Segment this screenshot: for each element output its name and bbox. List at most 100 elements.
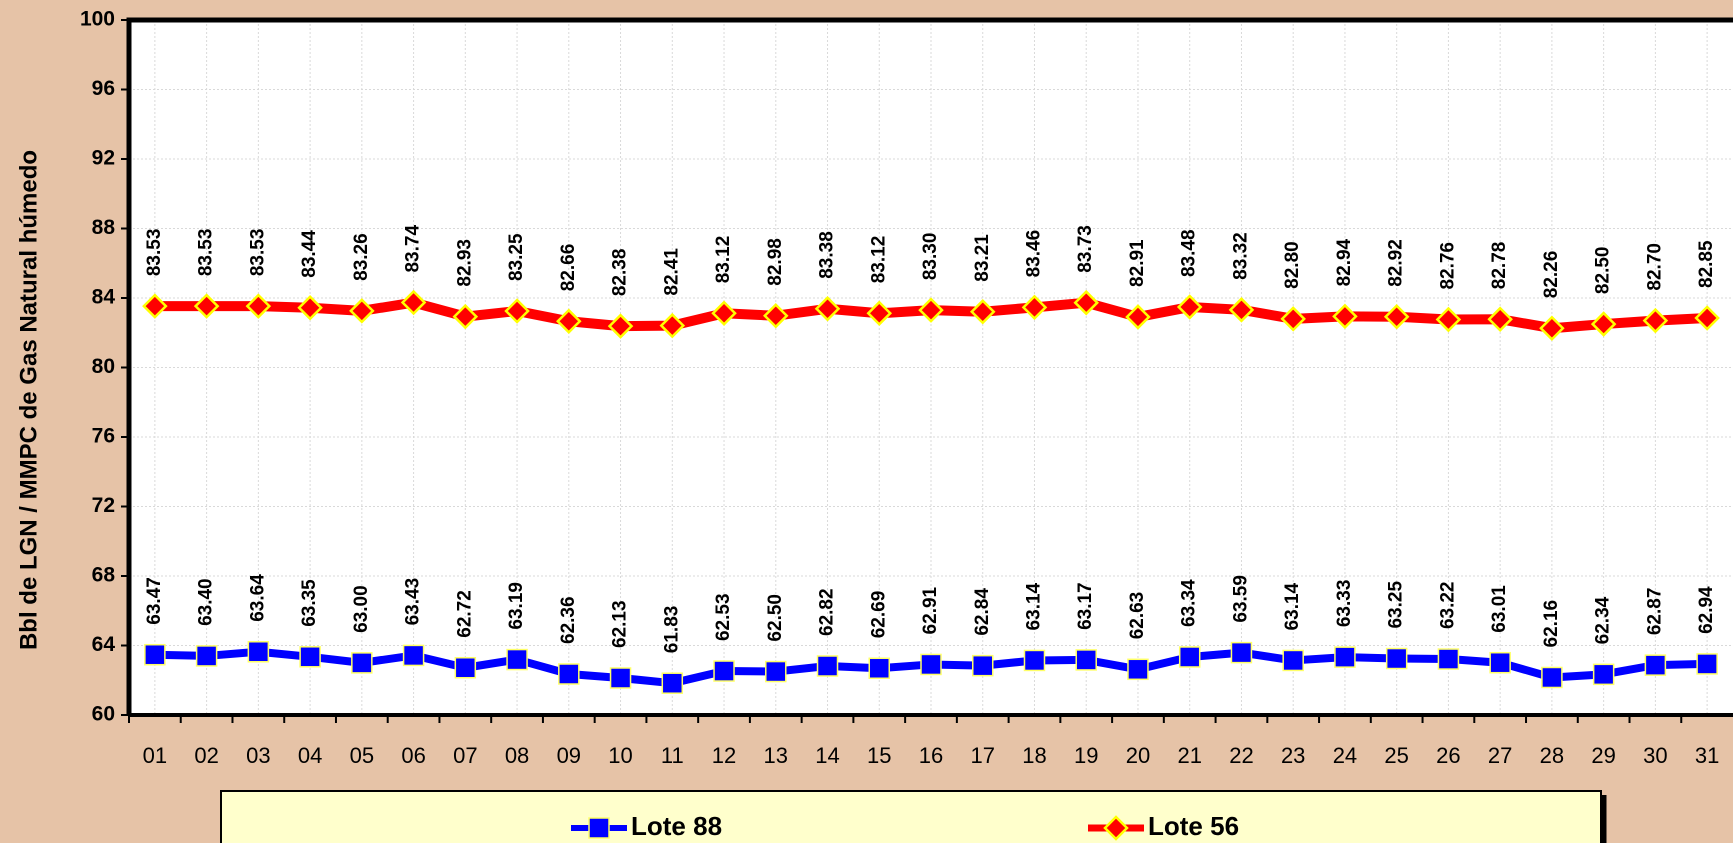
x-tick-label: 10 bbox=[608, 743, 632, 768]
y-tick-label: 88 bbox=[92, 216, 116, 239]
data-point bbox=[1694, 305, 1720, 331]
data-point bbox=[1127, 658, 1149, 681]
data-label: 83.53 bbox=[247, 229, 268, 277]
data-label: 63.14 bbox=[1282, 582, 1303, 630]
data-label: 63.22 bbox=[1437, 582, 1458, 630]
data-point bbox=[1282, 649, 1304, 672]
data-label: 62.50 bbox=[765, 594, 786, 642]
data-label: 83.12 bbox=[713, 236, 734, 284]
x-tick-label: 12 bbox=[712, 743, 736, 768]
data-label: 82.85 bbox=[1696, 240, 1717, 288]
data-point bbox=[1437, 648, 1460, 670]
x-tick-label: 01 bbox=[143, 743, 167, 768]
data-point bbox=[918, 297, 944, 323]
plot-border bbox=[126, 17, 1733, 715]
data-label: 63.47 bbox=[144, 577, 165, 625]
data-label: 63.64 bbox=[247, 574, 268, 622]
data-label: 63.19 bbox=[506, 582, 527, 630]
data-point bbox=[1075, 649, 1097, 671]
data-label: 82.93 bbox=[454, 239, 475, 287]
data-label: 63.34 bbox=[1179, 579, 1200, 627]
data-point bbox=[1696, 653, 1718, 675]
data-label: 62.53 bbox=[713, 593, 734, 641]
data-point bbox=[349, 298, 375, 324]
data-point bbox=[1644, 654, 1667, 676]
data-point bbox=[609, 667, 632, 689]
data-point bbox=[400, 289, 427, 316]
x-tick-label: 03 bbox=[246, 743, 270, 768]
data-point bbox=[1073, 289, 1099, 316]
x-tick-label: 06 bbox=[401, 743, 425, 768]
data-label: 83.53 bbox=[196, 229, 217, 277]
data-label: 83.26 bbox=[351, 233, 372, 281]
data-label: 83.12 bbox=[868, 236, 889, 284]
data-label: 82.92 bbox=[1386, 239, 1407, 287]
data-point bbox=[144, 643, 166, 666]
data-point bbox=[711, 300, 737, 327]
x-tick-label: 17 bbox=[970, 743, 994, 768]
data-point bbox=[1435, 306, 1462, 333]
legend-marker bbox=[1103, 815, 1129, 841]
data-label: 62.82 bbox=[817, 588, 838, 636]
data-label: 62.87 bbox=[1644, 588, 1665, 636]
data-point bbox=[454, 656, 477, 679]
x-tick-label: 31 bbox=[1695, 743, 1719, 768]
data-label: 62.16 bbox=[1541, 600, 1562, 648]
data-point bbox=[969, 298, 996, 325]
data-label: 82.50 bbox=[1593, 247, 1614, 295]
data-point bbox=[1125, 304, 1151, 330]
data-point bbox=[763, 302, 789, 329]
y-tick-label: 76 bbox=[92, 425, 115, 448]
data-point bbox=[402, 644, 425, 667]
data-label: 62.94 bbox=[1696, 586, 1717, 634]
data-label: 83.30 bbox=[920, 233, 941, 281]
x-tick-label: 28 bbox=[1540, 743, 1564, 768]
x-tick-label: 27 bbox=[1488, 743, 1512, 768]
data-point bbox=[971, 654, 994, 677]
y-tick-label: 60 bbox=[92, 703, 115, 726]
data-label: 63.01 bbox=[1489, 585, 1510, 633]
x-tick-label: 05 bbox=[350, 743, 374, 768]
data-label: 82.91 bbox=[1127, 239, 1148, 287]
data-label: 61.83 bbox=[661, 606, 682, 654]
x-tick-label: 21 bbox=[1177, 743, 1201, 768]
data-point bbox=[659, 312, 686, 339]
data-label: 82.76 bbox=[1437, 242, 1458, 290]
data-point bbox=[1383, 303, 1410, 330]
data-label: 62.84 bbox=[972, 588, 993, 636]
data-label: 62.63 bbox=[1127, 592, 1148, 640]
data-label: 82.80 bbox=[1282, 241, 1303, 289]
x-tick-label: 23 bbox=[1281, 743, 1305, 768]
x-tick-label: 09 bbox=[557, 743, 581, 768]
data-label: 82.41 bbox=[661, 248, 682, 296]
data-point bbox=[504, 298, 530, 324]
data-point bbox=[1592, 663, 1615, 686]
data-point bbox=[1023, 649, 1046, 672]
y-axis-label: Bbl de LGN / MMPC de Gas Natural húmedo bbox=[15, 150, 42, 650]
x-tick-label: 07 bbox=[453, 743, 477, 768]
data-point bbox=[1176, 294, 1203, 320]
data-point bbox=[1228, 297, 1255, 323]
x-tick-label: 30 bbox=[1643, 743, 1667, 768]
x-tick-label: 24 bbox=[1333, 743, 1357, 768]
data-label: 83.48 bbox=[1179, 229, 1200, 277]
data-label: 82.70 bbox=[1644, 243, 1665, 291]
data-point bbox=[1642, 307, 1669, 334]
data-point bbox=[1021, 294, 1048, 321]
y-tick-label: 80 bbox=[92, 355, 115, 378]
data-point bbox=[247, 641, 270, 663]
data-point bbox=[814, 296, 841, 322]
data-label: 82.78 bbox=[1489, 242, 1510, 290]
data-point bbox=[661, 672, 684, 694]
x-tick-label: 29 bbox=[1591, 743, 1615, 768]
y-tick-label: 72 bbox=[92, 494, 115, 517]
y-tick-label: 100 bbox=[80, 8, 115, 31]
data-label: 83.53 bbox=[144, 229, 165, 277]
data-label: 83.21 bbox=[972, 234, 993, 282]
data-label: 82.94 bbox=[1334, 238, 1355, 286]
x-tick-label: 08 bbox=[505, 743, 529, 768]
x-tick-label: 16 bbox=[919, 743, 943, 768]
data-label: 82.26 bbox=[1541, 251, 1562, 299]
x-tick-label: 04 bbox=[298, 743, 322, 768]
x-tick-label: 22 bbox=[1229, 743, 1253, 768]
